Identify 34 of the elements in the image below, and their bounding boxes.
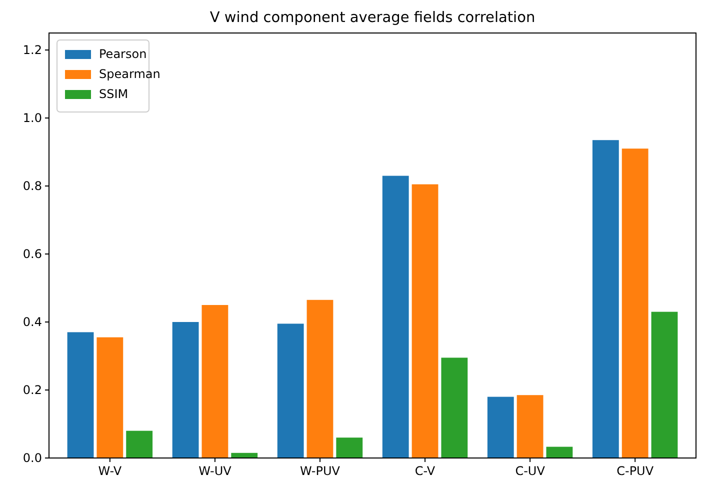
legend-label: Spearman [99,67,160,81]
bar [382,176,409,458]
x-tick-label: W-V [98,464,122,478]
y-tick-label: 0.6 [22,247,42,262]
bar [592,140,619,458]
legend-label: SSIM [99,87,128,101]
bar [412,184,438,458]
bar [487,396,514,458]
y-tick-label: 0.2 [22,383,42,398]
y-tick-label: 1.2 [22,43,42,58]
y-tick-label: 1.0 [22,111,42,126]
legend-label: Pearson [99,47,147,61]
x-tick-label: W-PUV [300,464,341,478]
bar [172,322,199,458]
x-tick-label: C-UV [515,464,546,478]
x-tick-label: W-UV [198,464,232,478]
bar [516,395,544,458]
bar [126,430,153,458]
bar [67,332,94,458]
y-tick-label: 0.0 [22,451,42,466]
y-tick-label: 0.4 [22,315,42,330]
bar [622,148,648,458]
chart-title: V wind component average fields correlation [210,10,536,26]
bar [202,305,228,458]
bar [336,438,363,458]
y-tick-label: 0.8 [22,179,42,194]
bar [651,312,678,458]
bar [306,300,334,458]
x-tick-label: C-V [414,464,436,478]
bar [441,358,468,458]
bar [96,337,124,458]
bar [277,324,304,458]
bar [546,446,573,458]
x-tick-label: C-PUV [616,464,654,478]
